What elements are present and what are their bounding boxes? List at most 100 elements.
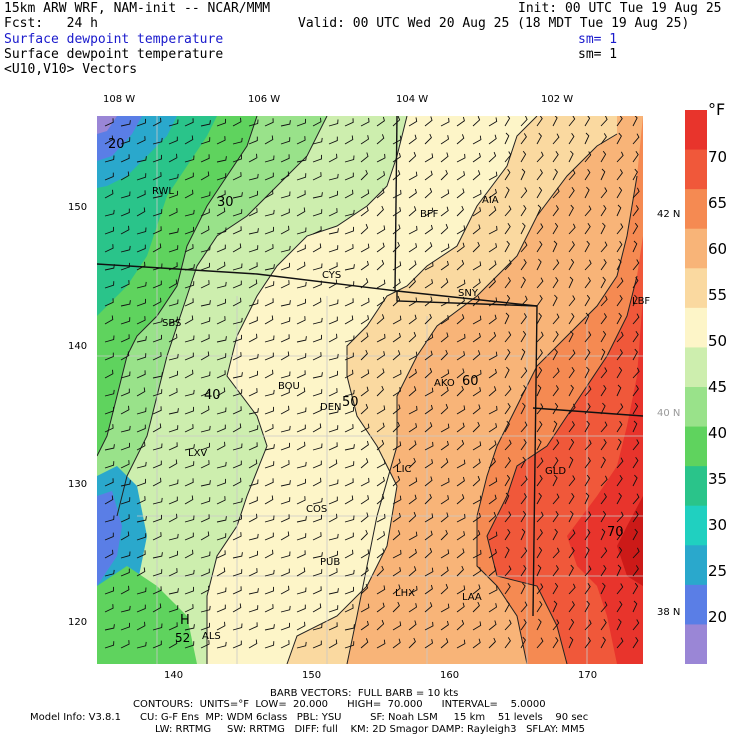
wind-barb [280, 300, 291, 307]
wind-barb [424, 207, 434, 217]
wind-barb [504, 511, 512, 523]
wind-barb [552, 582, 559, 595]
wind-barb [584, 511, 592, 523]
wind-barb [552, 276, 559, 289]
wind-barb [584, 205, 592, 217]
wind-barb [536, 295, 543, 307]
wind-barb [536, 529, 543, 541]
wind-barb [120, 300, 131, 307]
wind-barb [104, 478, 114, 487]
wind-barb [136, 118, 146, 127]
wind-barb [440, 529, 448, 541]
wind-barb [152, 243, 162, 253]
wind-barb [616, 151, 624, 163]
wind-barb [536, 546, 543, 559]
wind-barb [376, 205, 384, 217]
wind-barb [168, 190, 178, 199]
wind-barb [216, 353, 227, 361]
valid-time: Valid: 00 UTC Wed 20 Aug 25 (18 MDT Tue … [298, 16, 690, 31]
colorbar-swatch [685, 307, 707, 348]
wind-barb [632, 168, 638, 181]
wind-barb [584, 439, 592, 451]
wind-barb [600, 222, 606, 235]
wind-barb [472, 135, 482, 145]
colorbar [685, 110, 707, 664]
wind-barb [200, 497, 211, 505]
wind-barb [264, 281, 275, 289]
wind-barb [552, 385, 559, 397]
wind-barb [424, 621, 434, 631]
wind-barb [520, 348, 526, 361]
wind-barb [152, 137, 163, 145]
wind-barb [440, 512, 449, 523]
wind-barb [440, 349, 448, 361]
wind-barb [552, 456, 559, 469]
wind-barb [360, 369, 370, 379]
wind-barb [200, 334, 210, 343]
wind-barb [600, 276, 606, 289]
wind-barb [184, 624, 195, 631]
wind-barb [296, 567, 306, 577]
wind-barb [264, 298, 274, 307]
wind-barb [424, 313, 432, 325]
wind-barb [616, 295, 623, 307]
wind-barb [184, 444, 195, 451]
wind-barb [104, 135, 114, 145]
wind-barb [184, 352, 194, 361]
wind-barb [376, 134, 385, 145]
wind-barb [392, 458, 401, 469]
wind-barb [280, 191, 291, 199]
wind-barb [632, 439, 640, 451]
wind-barb [504, 619, 512, 631]
wind-barb [616, 312, 622, 325]
wind-barb [184, 335, 195, 343]
wind-barb [376, 153, 386, 163]
wind-barb [216, 156, 227, 163]
wind-barb [600, 187, 608, 199]
wind-barb [104, 495, 114, 505]
wind-barb [440, 297, 450, 307]
wind-barb [456, 116, 465, 127]
wind-barb [296, 227, 307, 235]
wind-barb [376, 368, 385, 379]
wind-barb [520, 150, 527, 163]
wind-barb [168, 513, 178, 523]
wind-barb [120, 605, 131, 613]
wind-barb [552, 168, 558, 181]
wind-barb [344, 335, 355, 343]
wind-barb [280, 568, 290, 577]
wind-barb [632, 313, 640, 325]
wind-barb [104, 515, 115, 523]
wind-barb [600, 439, 607, 451]
wind-barb [216, 496, 226, 505]
grid-y-130: 130 [68, 479, 88, 490]
wind-barb [488, 566, 497, 577]
wind-barb [488, 243, 498, 253]
wind-barb [408, 171, 418, 181]
station-ako: AKO [434, 378, 455, 389]
wind-barb [264, 118, 274, 127]
wind-barb [296, 261, 306, 271]
wind-barb [392, 621, 402, 631]
wind-barb [200, 388, 210, 397]
smoothing-contour: sm= 1 [578, 47, 618, 62]
wind-barb [248, 639, 258, 649]
wind-barb [216, 173, 227, 181]
wind-barb [328, 639, 338, 649]
wind-barb [536, 331, 544, 343]
wind-barb [408, 225, 418, 235]
wind-barb [360, 297, 370, 307]
station-bff: BFF [420, 209, 439, 220]
lon-label-106w: 106 W [248, 94, 281, 105]
wind-barb [312, 352, 322, 361]
wind-barb [424, 602, 433, 613]
wind-barb [616, 511, 624, 523]
wind-barb [296, 190, 306, 199]
wind-barb [152, 623, 163, 631]
wind-barb [360, 135, 370, 145]
wind-barbs [104, 116, 640, 649]
wind-barb [264, 389, 275, 397]
wind-barb [536, 116, 543, 127]
wind-barb [328, 513, 338, 523]
wind-barb [408, 134, 417, 145]
